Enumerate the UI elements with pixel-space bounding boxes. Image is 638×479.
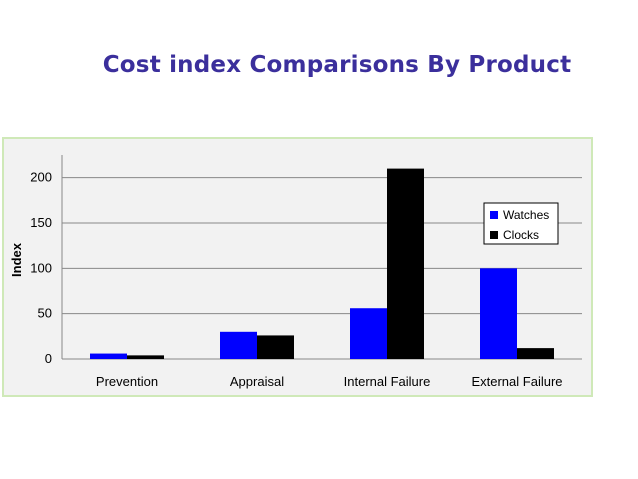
legend-swatch-clocks bbox=[490, 231, 498, 239]
legend-swatch-watches bbox=[490, 211, 498, 219]
y-tick-label: 0 bbox=[45, 351, 52, 366]
x-tick-label: Prevention bbox=[96, 374, 158, 389]
x-tick-label: External Failure bbox=[471, 374, 562, 389]
bar-watches bbox=[480, 268, 517, 359]
bar-watches bbox=[220, 331, 257, 359]
bar-clocks bbox=[387, 168, 424, 359]
y-tick-label: 150 bbox=[30, 215, 52, 230]
y-axis-label: Index bbox=[9, 242, 24, 277]
slide-title: Cost index Comparisons By Product bbox=[102, 52, 572, 78]
legend-label-watches: Watches bbox=[503, 208, 549, 222]
bar-clocks bbox=[517, 348, 554, 359]
bar-watches bbox=[350, 308, 387, 359]
bar-clocks bbox=[257, 335, 294, 359]
x-tick-label: Appraisal bbox=[230, 374, 284, 389]
bar-watches bbox=[90, 353, 127, 359]
y-tick-label: 50 bbox=[38, 306, 52, 321]
legend-label-clocks: Clocks bbox=[503, 228, 539, 242]
bar-clocks bbox=[127, 355, 164, 359]
y-tick-label: 200 bbox=[30, 170, 52, 185]
legend-box bbox=[483, 202, 559, 245]
y-tick-label: 100 bbox=[30, 260, 52, 275]
x-tick-label: Internal Failure bbox=[344, 374, 431, 389]
